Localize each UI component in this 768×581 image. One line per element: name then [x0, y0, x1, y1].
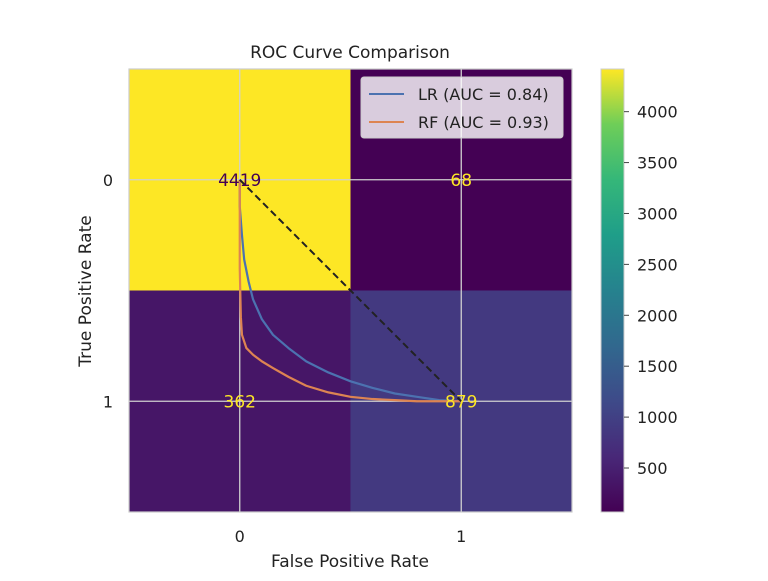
x-tick-label: 0	[235, 527, 245, 546]
cell-value-labels: 4419 68 362 879	[218, 171, 477, 413]
cell-value-label: 879	[445, 392, 477, 412]
legend: LR (AUC = 0.84) RF (AUC = 0.93)	[360, 76, 564, 139]
cell-value-label: 4419	[218, 171, 261, 191]
axis-ticks: 0 1 0 1	[103, 171, 467, 546]
cell-value-label: 68	[450, 171, 472, 191]
x-axis-label: False Positive Rate	[271, 552, 429, 572]
colorbar-tick-label: 2500	[637, 255, 678, 274]
roc-curves	[238, 179, 462, 403]
colorbar-tick-label: 1000	[637, 408, 678, 427]
legend-entry-rf: RF (AUC = 0.93)	[418, 113, 549, 132]
legend-entry-lr: LR (AUC = 0.84)	[418, 85, 549, 104]
roc-curve-rf	[238, 179, 462, 403]
chart-title: ROC Curve Comparison	[250, 43, 450, 63]
legend-box	[360, 76, 564, 139]
roc-curve-lr	[238, 179, 462, 403]
y-axis-label: True Positive Rate	[76, 215, 96, 367]
y-tick-label: 1	[103, 392, 113, 411]
cell-value-label: 362	[224, 392, 256, 412]
x-tick-label: 1	[456, 527, 466, 546]
plot-frame	[128, 68, 573, 513]
colorbar-tick-label: 4000	[637, 103, 678, 122]
chance-line	[239, 179, 462, 402]
y-tick-label: 0	[103, 171, 113, 190]
colorbar-ticks: 500 1000 1500 2000 2500 3000 3500 4000	[624, 103, 678, 478]
colorbar-tick-label: 1500	[637, 357, 678, 376]
colorbar	[600, 68, 625, 513]
colorbar-tick-label: 500	[637, 459, 668, 478]
colorbar-tick-label: 3000	[637, 204, 678, 223]
colorbar-tick-label: 3500	[637, 154, 678, 173]
colorbar-tick-label: 2000	[637, 306, 678, 325]
